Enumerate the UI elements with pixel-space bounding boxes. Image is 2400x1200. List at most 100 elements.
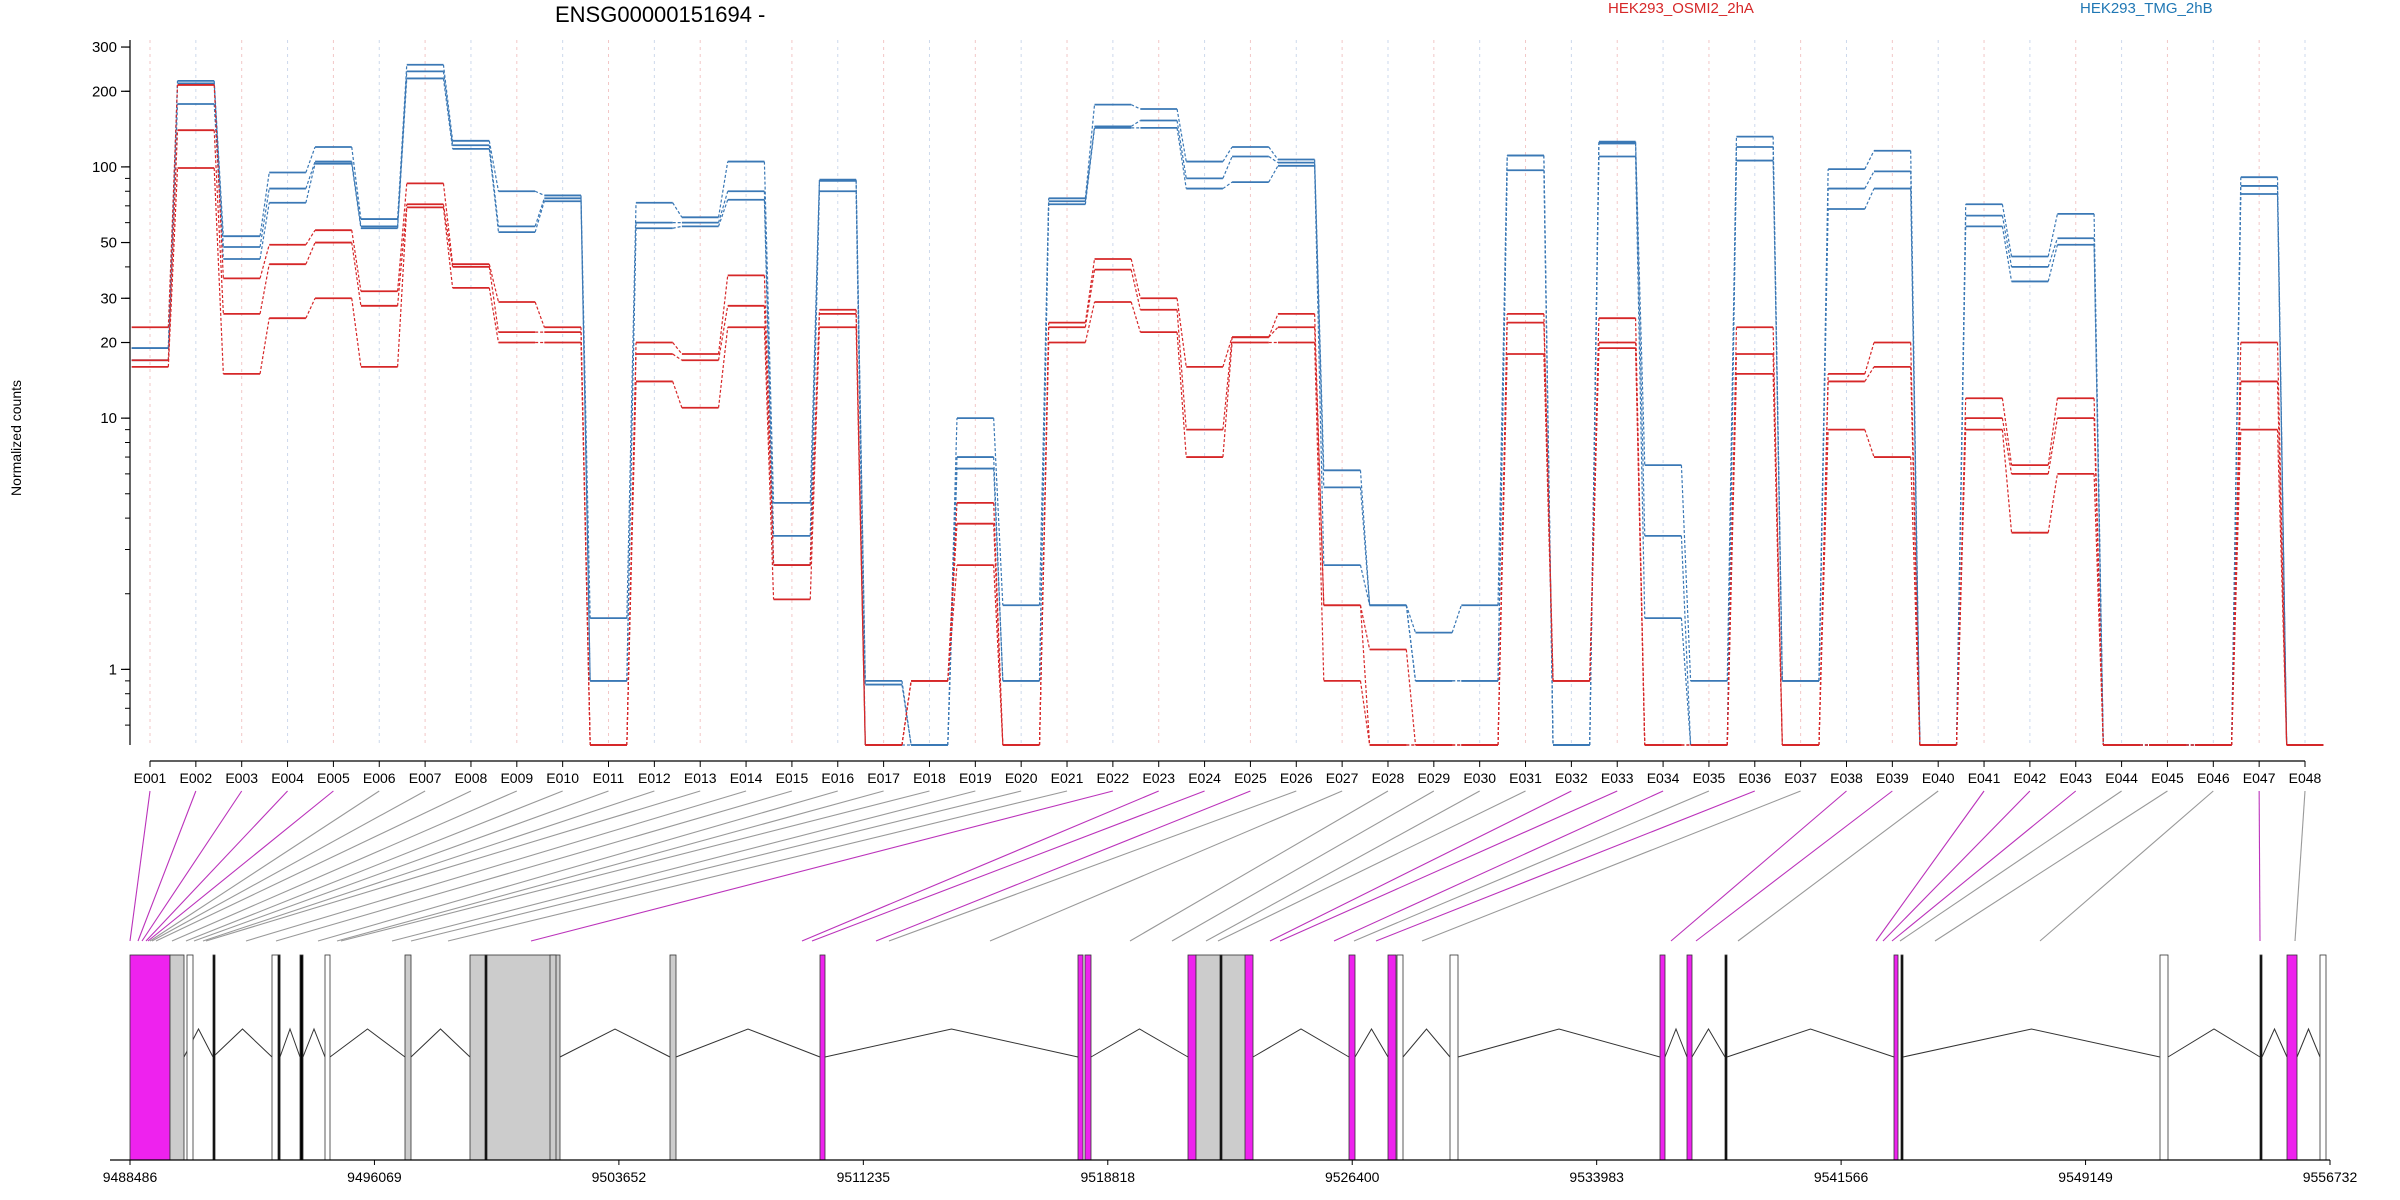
data-connector [1084,127,1096,205]
data-connector [1405,649,1417,746]
data-connector [763,327,775,600]
x-tick-label: E013 [684,770,717,786]
data-connector [259,318,270,374]
x-tick-label: E032 [1555,770,1588,786]
exon-connector [1899,790,2122,942]
data-connector [1038,198,1050,606]
intron-line [1691,1028,1726,1058]
data-connector [717,199,729,227]
data-connector [2231,381,2242,746]
y-tick-label: 100 [92,159,117,176]
data-connector [1130,104,1141,110]
data-connector [809,313,821,566]
data-connector [213,84,224,279]
data-connector [2093,244,2104,746]
x-tick-label: E003 [225,770,258,786]
data-connector [626,228,637,681]
x-tick-label: E017 [867,770,900,786]
data-connector [305,229,316,246]
data-connector [1589,156,1600,746]
x-tick-label: E039 [1876,770,1909,786]
data-connector [1864,429,1875,458]
data-connector [1176,127,1187,189]
data-connector [305,163,316,203]
exon-block [299,954,304,1161]
genomic-tick-label: 9541566 [1814,1169,1869,1185]
vertical-gridlines [149,40,2306,745]
data-connector [396,78,408,229]
exon-block [1900,954,1904,1161]
data-connector [717,275,729,355]
data-connector [534,201,545,233]
data-connector [1038,204,1050,681]
data-connector [488,148,500,233]
data-connector [167,84,179,328]
exon-connector [875,790,1251,942]
exon-connector [245,790,747,942]
data-connector [1634,348,1646,746]
data-connector [580,342,591,746]
intron-line [1457,1028,1661,1058]
data-connector [2047,238,2058,268]
data-connector [305,146,316,173]
x-tick-label: E028 [1372,770,1405,786]
x-tick-label: E041 [1968,770,2001,786]
data-connector [672,202,683,218]
data-connector [1634,141,1646,466]
data-connector [351,146,362,220]
exon-connector [410,790,1022,942]
data-connector [1864,366,1875,382]
data-connector [1222,146,1233,162]
data-connector [351,242,362,306]
x-tick-label: E040 [1922,770,1955,786]
data-connector [809,327,821,600]
data-connector [259,202,270,260]
x-tick-label: E015 [776,770,809,786]
x-tick-label: E038 [1830,770,1863,786]
intron-line [302,1027,326,1058]
data-connector [1818,381,1829,746]
data-connector [2001,418,2013,474]
exon-connector [193,790,609,942]
x-tick-label: E044 [2105,770,2138,786]
data-connector [626,202,637,619]
exon-connector [2039,790,2214,942]
data-connector [947,457,958,746]
exon-block [2319,954,2327,1161]
data-connector [2001,429,2013,533]
data-connector [1222,337,1233,368]
exon-block [1219,954,1223,1161]
genomic-tick-label: 9526400 [1325,1169,1380,1185]
exon-block [1893,954,1899,1161]
data-connector [2047,244,2058,282]
data-connector [1038,342,1050,746]
genomic-axis: 9488486 9496069 9503652 9511235 9518818 95264… [103,1159,2357,1185]
data-connector [1543,353,1554,681]
data-connector [993,418,1004,606]
chart-title: ENSG00000151694 - [555,2,766,27]
data-connector [2047,398,2058,466]
data-connector [305,298,316,319]
y-tick-label: 1 [109,661,117,678]
exon-connector [1171,790,1435,942]
data-connector [2093,473,2104,746]
exon-block [169,954,185,1161]
data-connector [947,565,958,681]
x-tick-label: E023 [1142,770,1175,786]
exon-connector [151,790,426,942]
data-connector [2047,473,2058,533]
y-tick-label: 50 [100,235,117,252]
data-connector [2047,418,2058,474]
data-connector [993,565,1004,746]
data-connector [717,327,729,408]
intron-line [279,1027,301,1058]
data-connector [259,172,270,237]
x-tick-label: E020 [1005,770,1038,786]
exon-block [212,954,216,1161]
y-axis: 1 10 20 30 50 100 200 300 [92,39,131,745]
x-axis: E001 E002 E003 E004 E005 E006 E007 E008 E009 E010… [134,760,2322,786]
data-connector [717,161,729,218]
exon-connector [149,790,380,942]
intron-line [2167,1028,2261,1058]
series-3 [131,84,2324,746]
